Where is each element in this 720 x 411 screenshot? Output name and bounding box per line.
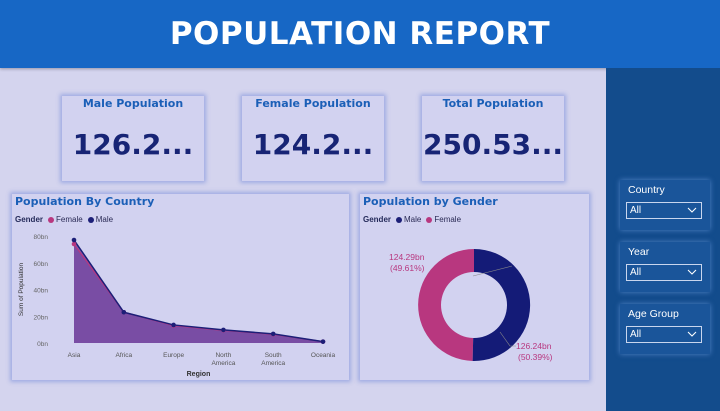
male-population-card[interactable]: Male Population 126.2...	[62, 96, 204, 181]
country-dropdown-value: All	[630, 205, 642, 216]
legend-female-marker	[426, 216, 433, 223]
legend-female-marker	[48, 216, 55, 223]
country-slicer-label: Country	[628, 184, 665, 196]
filter-sidebar: Country All Year All Age Group All	[606, 68, 720, 411]
male-pct-label: (50.39%)	[518, 352, 553, 362]
legend-female-label[interactable]: Female	[434, 215, 462, 224]
male-point[interactable]	[320, 339, 326, 344]
chevron-down-icon	[687, 269, 697, 275]
legend-female-label[interactable]: Female	[56, 215, 83, 224]
y-tick-label: 80bn	[34, 234, 49, 241]
x-tick-label: Oceania	[311, 352, 336, 359]
female-population-value: 124.2...	[252, 128, 374, 161]
chart-legend: Gender Female Male	[15, 215, 116, 224]
y-axis-title: Sum of Population	[18, 263, 25, 317]
y-tick-label: 60bn	[34, 261, 49, 268]
total-population-value: 250.53...	[423, 128, 563, 161]
y-tick-label: 0bn	[37, 341, 48, 348]
legend-male-label[interactable]: Male	[95, 215, 114, 224]
area-chart-canvas[interactable]: 0bn 20bn 40bn 60bn 80bn Sum of Population Asia…	[12, 194, 349, 380]
total-population-card[interactable]: Total Population 250.53...	[422, 96, 564, 181]
age-group-dropdown-value: All	[630, 329, 642, 340]
report-header: POPULATION REPORT	[0, 0, 720, 68]
x-tick-label: South America	[261, 352, 285, 367]
female-point[interactable]	[71, 241, 77, 247]
male-slice[interactable]	[472, 248, 531, 361]
country-slicer: Country All	[620, 180, 710, 230]
total-population-label: Total Population	[442, 97, 544, 110]
y-tick-label: 20bn	[34, 314, 49, 321]
male-population-value: 126.2...	[72, 128, 194, 161]
legend-title: Gender	[15, 215, 44, 224]
male-point[interactable]	[71, 237, 77, 243]
x-axis-title: Region	[187, 371, 211, 378]
x-tick-label: Europe	[163, 352, 184, 359]
report-title: POPULATION REPORT	[169, 16, 551, 52]
chart-title: Population By Country	[15, 195, 155, 208]
year-slicer-label: Year	[628, 246, 650, 258]
female-value-label: 124.29bn	[389, 252, 425, 262]
male-point[interactable]	[270, 331, 276, 337]
chart-legend: Gender Male Female	[363, 215, 464, 224]
year-slicer: Year All	[620, 242, 710, 292]
male-value-label: 126.24bn	[516, 341, 552, 351]
legend-title: Gender	[363, 215, 392, 224]
male-point[interactable]	[121, 309, 127, 315]
legend-male-label[interactable]: Male	[404, 215, 422, 224]
male-area[interactable]	[74, 240, 323, 343]
female-slice[interactable]	[418, 249, 474, 361]
female-population-card[interactable]: Female Population 124.2...	[242, 96, 384, 181]
male-population-label: Male Population	[82, 97, 184, 110]
chevron-down-icon	[687, 207, 697, 213]
female-population-label: Female Population	[255, 97, 371, 110]
legend-male-marker	[87, 216, 94, 223]
y-tick-label: 40bn	[34, 288, 49, 295]
x-tick-label: Africa	[115, 352, 132, 359]
chevron-down-icon	[687, 331, 697, 337]
x-tick-label: North America	[211, 352, 235, 367]
female-pct-label: (49.61%)	[390, 263, 425, 273]
male-line[interactable]	[73, 239, 324, 343]
country-dropdown[interactable]: All	[626, 202, 702, 219]
female-label-leader	[472, 265, 513, 277]
donut-chart-canvas[interactable]: 124.29bn (49.61%) 126.24bn (50.39%)	[360, 194, 589, 380]
age-group-slicer: Age Group All	[620, 304, 710, 354]
age-group-dropdown[interactable]: All	[626, 326, 702, 343]
chart-title: Population by Gender	[363, 195, 498, 208]
age-group-slicer-label: Age Group	[628, 308, 679, 320]
population-by-country-chart[interactable]: Population By Country Gender Female Male…	[12, 194, 349, 380]
male-label-leader	[499, 331, 516, 347]
population-by-gender-chart[interactable]: Population by Gender Gender Male Female …	[360, 194, 589, 380]
x-tick-label: Asia	[68, 352, 81, 359]
year-dropdown[interactable]: All	[626, 264, 702, 281]
male-point[interactable]	[171, 322, 176, 328]
year-dropdown-value: All	[630, 267, 642, 278]
male-point[interactable]	[221, 327, 226, 333]
legend-male-marker	[396, 216, 403, 223]
